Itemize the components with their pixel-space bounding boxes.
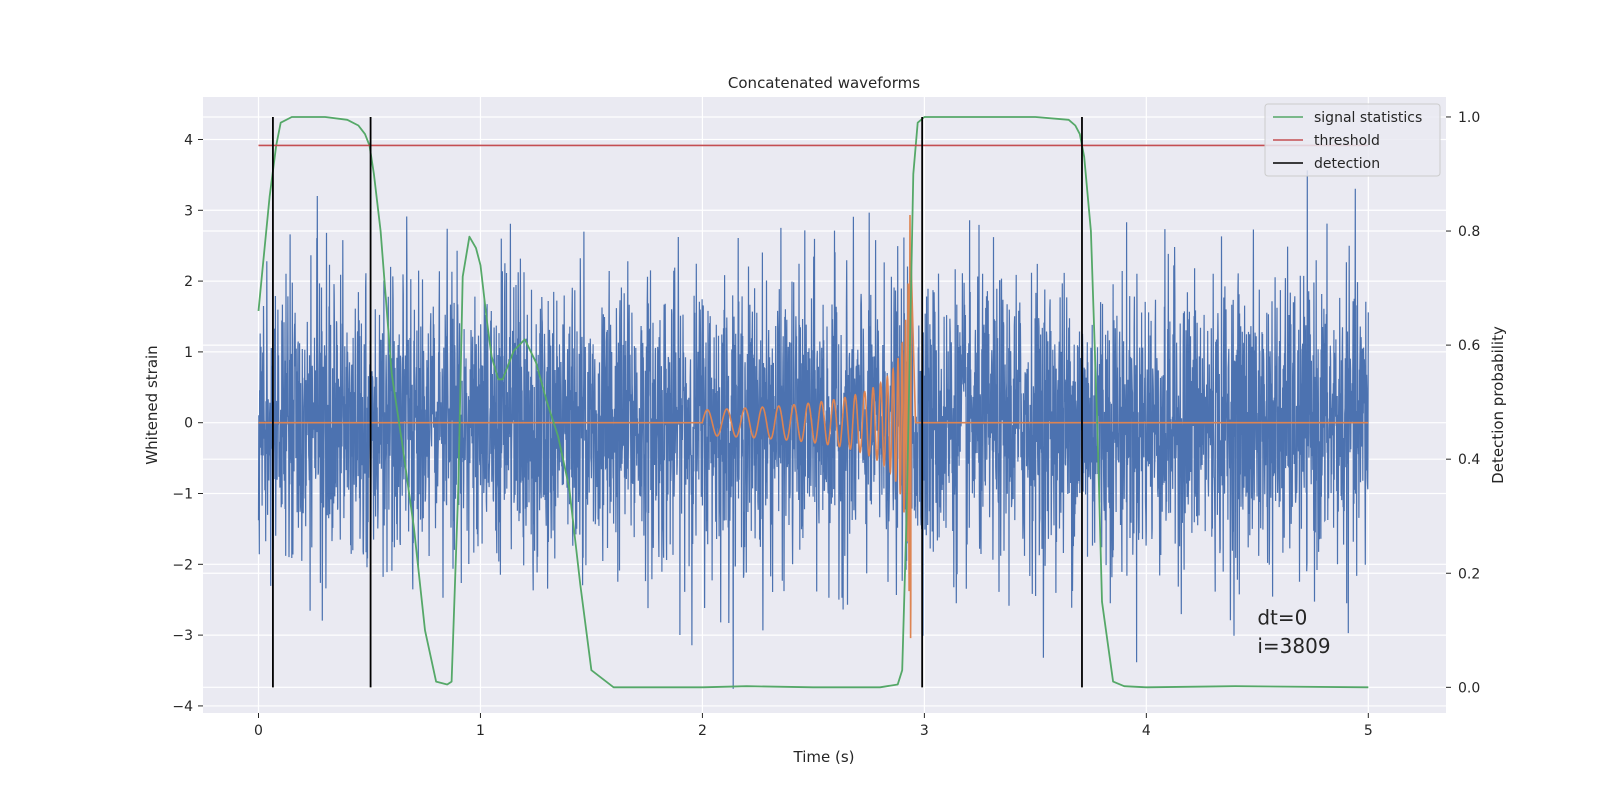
y-tick-label: 4 (184, 132, 193, 148)
y-tick-label: 2 (184, 274, 193, 290)
legend-label-detection: detection (1314, 156, 1380, 172)
template-chirp-series (258, 214, 1369, 639)
y2-tick-label: 0.8 (1458, 224, 1480, 240)
x-axis-label: Time (s) (793, 748, 855, 766)
strain-line (257, 170, 1369, 689)
annotation-index: i=3809 (1257, 634, 1330, 658)
chart-title: Concatenated waveforms (728, 74, 920, 92)
detection-probability-series (257, 116, 1369, 689)
x-tick-label: 1 (476, 723, 485, 739)
annotation-dt: dt=0 (1257, 605, 1307, 629)
legend-box (1264, 103, 1441, 177)
y-tick-label: −4 (172, 699, 193, 715)
legend: signal statistics threshold detection (1264, 103, 1441, 177)
y-tick-label: 1 (184, 345, 193, 361)
y2-tick-label: 0.0 (1458, 680, 1480, 696)
legend-label-threshold: threshold (1314, 133, 1380, 149)
x-tick-label: 2 (698, 723, 707, 739)
y-tick-label: −1 (172, 487, 193, 503)
x-tick-label: 0 (254, 723, 263, 739)
x-tick-label: 3 (920, 723, 929, 739)
y2-axis-label: Detection probability (1489, 326, 1507, 484)
chirp-line (258, 214, 1369, 639)
signal-statistics-line (257, 116, 1369, 689)
y2-tick-label: 0.2 (1458, 566, 1480, 582)
x-tick-label: 4 (1142, 723, 1151, 739)
axes: 0 1 2 3 4 5 −4 −3 −2 −1 0 1 2 3 4 0.0 0.2 0.4 0.6 0.8 1.0 (172, 110, 1480, 739)
y-axis-label: Whitened strain (143, 345, 161, 464)
y-tick-label: −3 (172, 628, 193, 644)
legend-label-signal-statistics: signal statistics (1314, 110, 1422, 126)
y2-tick-label: 0.6 (1458, 338, 1480, 354)
y2-tick-label: 0.4 (1458, 452, 1480, 468)
y-tick-label: 3 (184, 203, 193, 219)
y-tick-label: 0 (184, 416, 193, 432)
x-tick-label: 5 (1364, 723, 1373, 739)
y2-tick-label: 1.0 (1458, 110, 1480, 126)
whitened-strain-series (257, 170, 1369, 689)
y-tick-label: −2 (172, 557, 193, 573)
